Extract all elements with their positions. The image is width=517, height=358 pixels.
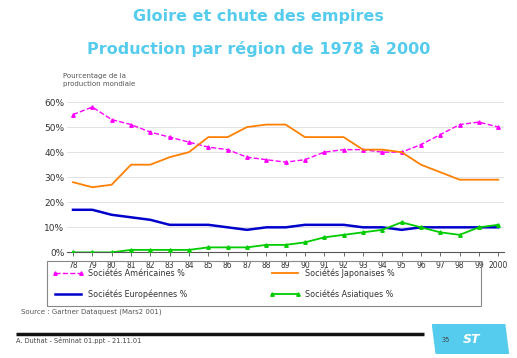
Text: A. Duthat - Séminat 01.ppt - 21.11.01: A. Duthat - Séminat 01.ppt - 21.11.01	[16, 337, 141, 344]
Text: Gloire et chute des empires: Gloire et chute des empires	[133, 9, 384, 24]
Text: Pourcentage de la
production mondiale: Pourcentage de la production mondiale	[63, 73, 135, 87]
Text: ST: ST	[463, 333, 481, 346]
Text: Source : Gartner Dataquest (Mars2 001): Source : Gartner Dataquest (Mars2 001)	[21, 309, 161, 315]
Text: Sociétés Européennes %: Sociétés Européennes %	[88, 289, 187, 299]
Text: Sociétés Japonaises %: Sociétés Japonaises %	[305, 268, 394, 278]
Text: Sociétés Américaines %: Sociétés Américaines %	[88, 269, 185, 278]
Text: Production par région de 1978 à 2000: Production par région de 1978 à 2000	[87, 41, 430, 57]
Polygon shape	[432, 324, 509, 354]
Text: Sociétés Asiatiques %: Sociétés Asiatiques %	[305, 289, 393, 299]
Text: 35: 35	[442, 337, 450, 343]
